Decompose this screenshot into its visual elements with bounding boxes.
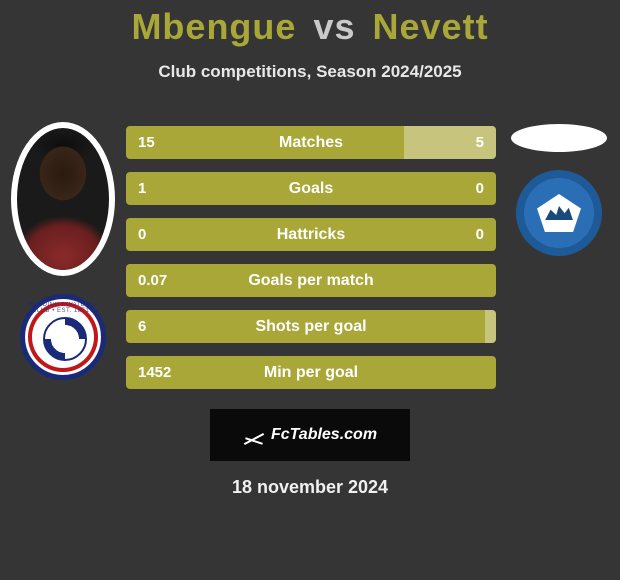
stat-label: Hattricks: [126, 226, 496, 244]
stat-bars: 15Matches51Goals00Hattricks00.07Goals pe…: [126, 122, 496, 389]
comparison-title: Mbengue vs Nevett: [0, 0, 620, 48]
comparison-grid: 15Matches51Goals00Hattricks00.07Goals pe…: [0, 122, 620, 389]
stat-bar: 0Hattricks0: [126, 218, 496, 251]
stat-value-left: 0: [138, 226, 146, 243]
stat-value-left: 6: [138, 318, 146, 335]
stat-value-left: 0.07: [138, 272, 167, 289]
player1-club-badge: [20, 294, 106, 380]
stat-label: Shots per goal: [126, 318, 496, 336]
stat-bar: 1Goals0: [126, 172, 496, 205]
fctables-logo-icon: [243, 424, 265, 446]
stat-bar: 15Matches5: [126, 126, 496, 159]
vs-label: vs: [313, 6, 355, 47]
left-column: [8, 122, 118, 389]
player2-name: Nevett: [373, 6, 489, 47]
stat-value-left: 1452: [138, 364, 171, 381]
stat-bar-fill-right: [485, 310, 496, 343]
watermark: FcTables.com: [210, 409, 410, 461]
right-column: [504, 122, 614, 389]
stat-label: Goals per match: [126, 272, 496, 290]
stat-bar: 6Shots per goal: [126, 310, 496, 343]
stat-bar: 1452Min per goal: [126, 356, 496, 389]
date-label: 18 november 2024: [0, 477, 620, 498]
stat-value-right: 5: [476, 134, 484, 151]
player1-name: Mbengue: [131, 6, 296, 47]
stat-value-left: 1: [138, 180, 146, 197]
subtitle: Club competitions, Season 2024/2025: [0, 62, 620, 82]
stat-value-right: 0: [476, 180, 484, 197]
stat-bar: 0.07Goals per match: [126, 264, 496, 297]
watermark-text: FcTables.com: [271, 426, 377, 444]
player2-photo: [511, 124, 607, 152]
stat-label: Min per goal: [126, 364, 496, 382]
stat-value-left: 15: [138, 134, 155, 151]
player2-club-badge: [516, 170, 602, 256]
player1-photo: [11, 122, 115, 276]
stat-value-right: 0: [476, 226, 484, 243]
stat-label: Goals: [126, 180, 496, 198]
